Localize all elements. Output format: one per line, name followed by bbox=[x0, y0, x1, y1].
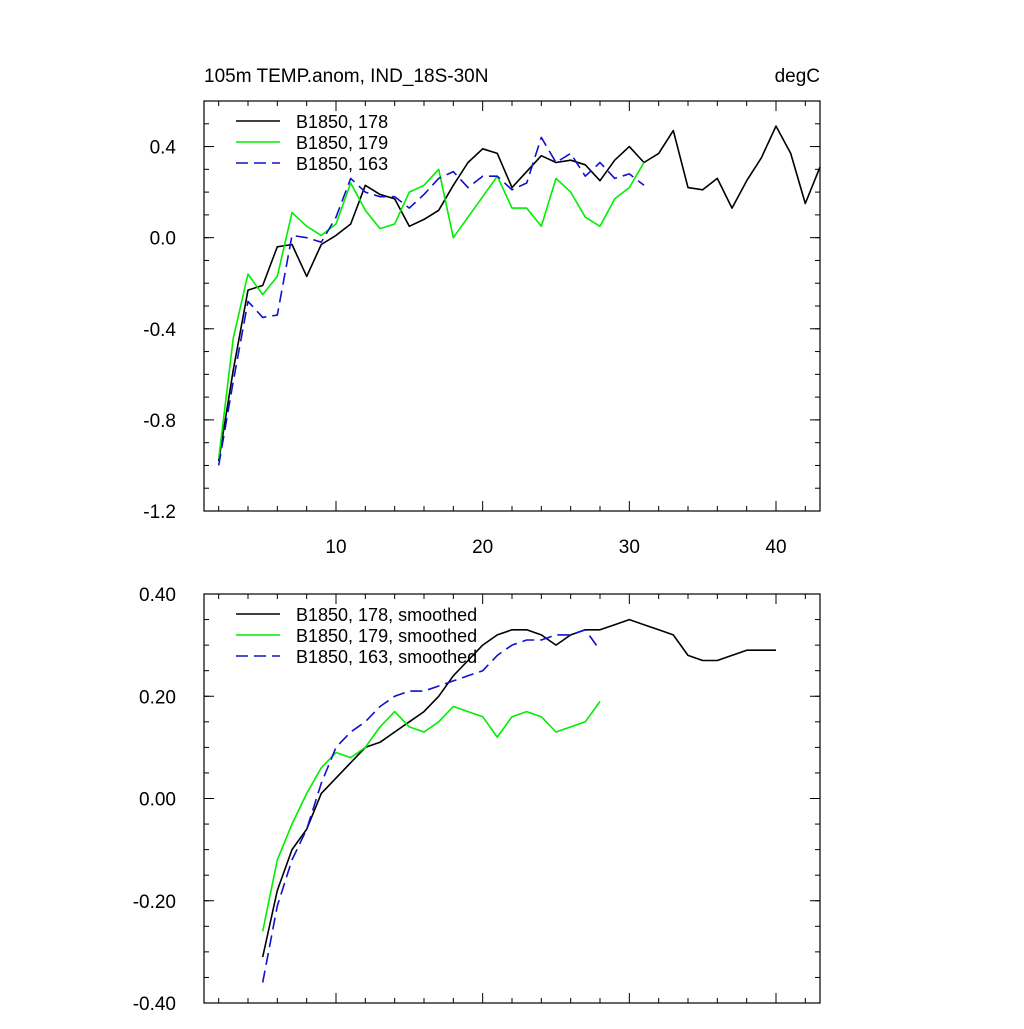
legend-label: B1850, 178, smoothed bbox=[296, 605, 477, 625]
series-line-2 bbox=[261, 628, 601, 983]
x-tick-label: 30 bbox=[619, 537, 640, 558]
y-tick-label: 0.4 bbox=[150, 138, 177, 159]
units-label: degC bbox=[775, 66, 820, 87]
series-line-1 bbox=[217, 162, 645, 459]
legend-label: B1850, 163, smoothed bbox=[296, 647, 477, 667]
y-tick-label: -0.20 bbox=[133, 892, 176, 913]
series-line-1 bbox=[261, 700, 601, 932]
legend-label: B1850, 178 bbox=[296, 112, 388, 132]
y-tick-label: 0.20 bbox=[139, 687, 176, 708]
y-tick-label: -0.8 bbox=[143, 411, 176, 432]
y-tick-label: 0.0 bbox=[150, 229, 176, 250]
x-tick-label: 20 bbox=[472, 537, 493, 558]
y-tick-label: 0.40 bbox=[139, 585, 176, 606]
x-tick-label: 10 bbox=[325, 537, 346, 558]
bottom-panel: -0.40 -0.20 0.00 0.20 0.40 B1850, 178, smooth… bbox=[133, 585, 821, 1015]
y-tick-label: -0.40 bbox=[133, 994, 176, 1015]
legend-label: B1850, 163 bbox=[296, 154, 388, 174]
y-tick-label: -0.4 bbox=[143, 320, 176, 341]
chart-title: 105m TEMP.anom, IND_18S-30N bbox=[204, 66, 488, 87]
series-line-0 bbox=[217, 125, 821, 462]
x-tick-label: 40 bbox=[765, 537, 786, 558]
y-tick-label: 0.00 bbox=[139, 790, 176, 811]
legend-label: B1850, 179 bbox=[296, 133, 388, 153]
y-tick-label: -1.2 bbox=[143, 502, 176, 523]
legend-label: B1850, 179, smoothed bbox=[296, 626, 477, 646]
series-line-2 bbox=[217, 136, 645, 466]
series-line-0 bbox=[261, 618, 776, 958]
